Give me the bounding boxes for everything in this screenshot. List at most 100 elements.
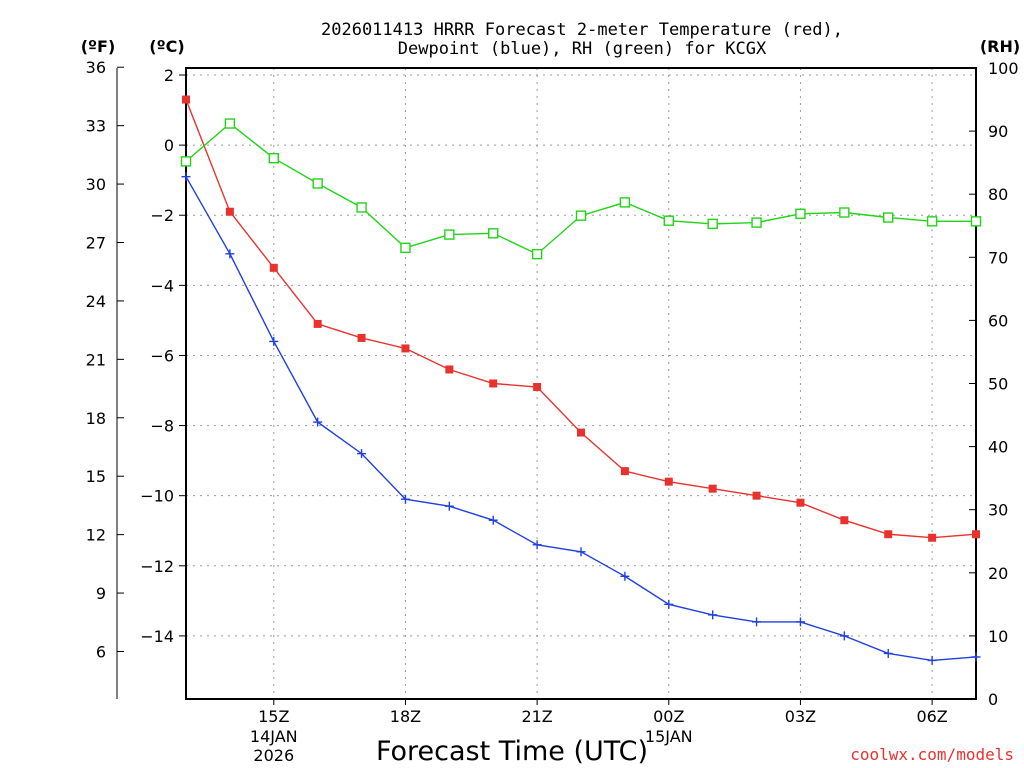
dewpoint-point <box>664 599 674 609</box>
x-tick-label: 18Z <box>390 707 421 726</box>
y-tick-label-fahrenheit: 12 <box>86 526 106 545</box>
dewpoint-point <box>576 547 586 557</box>
dewpoint-point <box>752 617 762 627</box>
dewpoint-point <box>225 249 235 259</box>
rh-point <box>839 207 850 218</box>
rh-point <box>180 156 192 167</box>
temperature-point <box>357 333 366 342</box>
temperature-point <box>708 484 717 493</box>
rh-point <box>663 215 674 226</box>
rh-point <box>575 210 587 221</box>
temperature-point <box>752 491 761 500</box>
temperature-point <box>182 95 190 104</box>
y-tick-label-rh: 60 <box>988 311 1008 330</box>
x-tick-date-label: 15JAN <box>645 727 693 746</box>
y-tick-label-fahrenheit: 27 <box>86 233 106 252</box>
y-tick-label-rh: 10 <box>988 627 1008 646</box>
dewpoint-point <box>620 571 630 581</box>
x-tick-date-label: 14JAN <box>250 727 298 746</box>
temperature-point <box>796 498 805 507</box>
y-tick-label-fahrenheit: 36 <box>86 58 106 77</box>
dewpoint-point <box>488 515 498 525</box>
x-axis-label: Forecast Time (UTC) <box>376 736 648 767</box>
y-tick-label-fahrenheit: 33 <box>86 117 106 136</box>
temperature-point <box>577 428 585 437</box>
x-tick-label: 06Z <box>916 707 947 726</box>
y-tick-label-fahrenheit: 15 <box>86 467 106 486</box>
dewpoint-point <box>400 494 410 504</box>
y-tick-label-fahrenheit: 30 <box>86 175 106 194</box>
dewpoint-point <box>839 631 849 641</box>
temperature-point <box>489 379 498 388</box>
rh-point <box>400 242 411 254</box>
x-tick-label: 03Z <box>785 707 816 726</box>
temperature-point <box>884 530 893 539</box>
temperature-point <box>928 533 937 542</box>
y-tick-label-celsius: −6 <box>150 346 174 365</box>
y-tick-label-celsius: −14 <box>140 627 174 646</box>
gridlines <box>186 68 976 699</box>
y-tick-label-rh: 30 <box>988 501 1008 520</box>
y-tick-label-celsius: 0 <box>164 136 174 155</box>
y-tick-label-celsius: −2 <box>150 206 174 225</box>
rh-point <box>883 212 894 223</box>
x-tick-label: 00Z <box>653 707 684 726</box>
dewpoint-point <box>927 655 937 665</box>
y-tick-label-rh: 80 <box>988 185 1008 204</box>
y-tick-label-fahrenheit: 6 <box>96 642 106 661</box>
y-tick-label-rh: 70 <box>988 248 1008 267</box>
rh-point <box>312 178 323 189</box>
temperature-line <box>185 99 977 539</box>
dewpoint-point <box>532 540 542 550</box>
y-tick-label-fahrenheit: 18 <box>86 409 106 428</box>
dewpoint-point <box>269 336 279 346</box>
rh-point <box>531 248 543 260</box>
temperature-point <box>445 365 454 374</box>
dewpoint-line <box>185 176 977 662</box>
dewpoint-point <box>971 652 981 662</box>
x-tick-year-label: 2026 <box>253 746 294 765</box>
rh-line <box>185 122 976 255</box>
y-tick-label-rh: 90 <box>988 122 1008 141</box>
dewpoint-point <box>708 610 718 620</box>
rh-point <box>268 153 279 164</box>
rh-point <box>224 118 236 129</box>
temperature-point <box>313 319 322 328</box>
temperature-point <box>225 207 234 216</box>
y-tick-label-fahrenheit: 9 <box>96 584 106 603</box>
unit-label-rh: (RH) <box>980 37 1020 56</box>
y-tick-label-celsius: −8 <box>150 417 174 436</box>
data-series <box>180 95 982 665</box>
rh-point <box>488 228 499 239</box>
dewpoint-point <box>313 417 323 427</box>
dewpoint-point <box>357 449 367 459</box>
unit-label-fahrenheit: (ºF) <box>81 37 116 56</box>
rh-point <box>356 202 367 213</box>
x-tick-label: 21Z <box>521 707 552 726</box>
chart-title-line2: Dewpoint (blue), RH (green) for KCGX <box>398 39 767 59</box>
temperature-point <box>620 467 629 476</box>
dewpoint-point <box>444 501 454 511</box>
rh-point <box>970 216 982 227</box>
y-tick-label-fahrenheit: 21 <box>86 350 106 369</box>
chart-title-line1: 2026011413 HRRR Forecast 2-meter Tempera… <box>321 20 843 40</box>
y-tick-label-rh: 100 <box>988 59 1019 78</box>
y-tick-label-rh: 0 <box>988 690 998 709</box>
temperature-point <box>533 383 542 392</box>
rh-point <box>707 218 718 230</box>
y-tick-label-celsius: −12 <box>140 557 174 576</box>
plot-frame <box>185 67 977 700</box>
unit-label-celsius: (ºC) <box>149 37 184 56</box>
temperature-point <box>840 516 849 525</box>
temperature-point <box>401 344 410 353</box>
y-tick-label-fahrenheit: 24 <box>86 292 106 311</box>
credit-text: coolwx.com/models <box>850 745 1014 764</box>
rh-point <box>751 217 762 228</box>
y-tick-label-celsius: −10 <box>140 487 174 506</box>
y-tick-label-celsius: 2 <box>164 66 174 85</box>
temperature-point <box>664 477 673 486</box>
rh-point <box>444 229 455 240</box>
y-tick-label-rh: 50 <box>988 375 1008 394</box>
temperature-point <box>269 263 278 272</box>
